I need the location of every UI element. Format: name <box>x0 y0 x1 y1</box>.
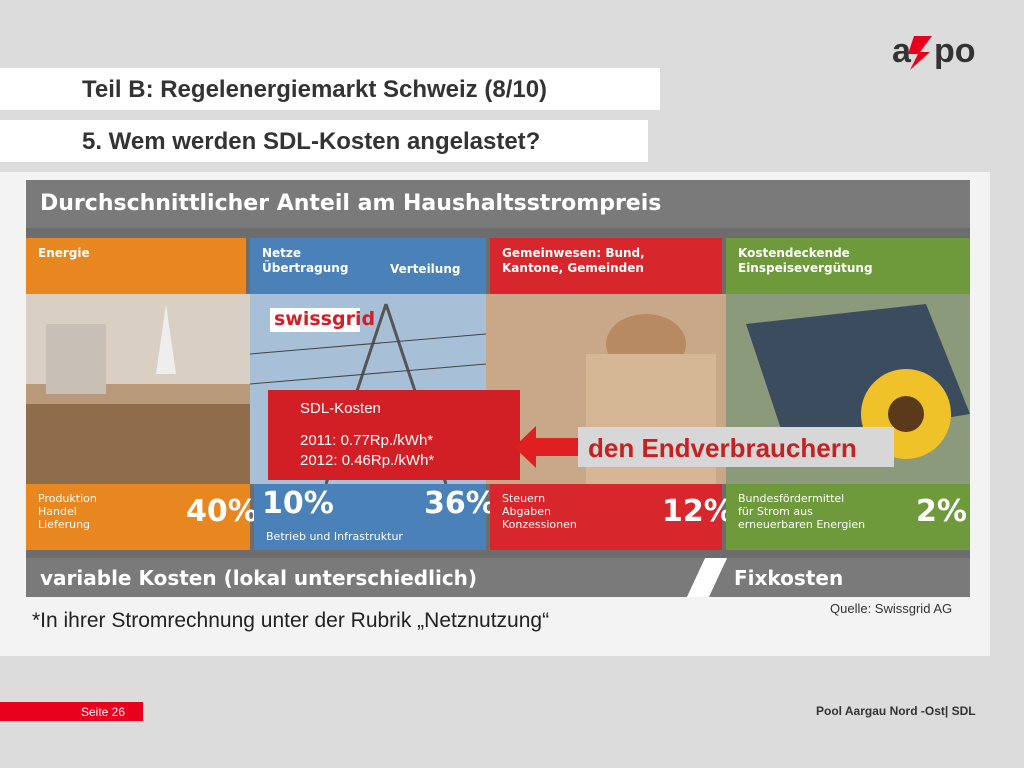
sdl-2011: 2011: 0.77Rp./kWh* <box>300 432 434 449</box>
variable-costs-label: variable Kosten (lokal unterschiedlich) <box>40 566 478 590</box>
cost-type-bar: variable Kosten (lokal unterschiedlich) … <box>26 558 970 597</box>
page-number: Seite 26 <box>81 705 126 719</box>
infographic-title: Durchschnittlicher Anteil am Haushaltsst… <box>40 191 662 216</box>
page-number-bar: Seite 26 <box>0 702 143 721</box>
svg-text:a: a <box>892 32 912 70</box>
infographic: Durchschnittlicher Anteil am Haushaltsst… <box>26 180 970 597</box>
percent-energie: 40% <box>186 494 258 529</box>
percent-netze-uebertragung: 10% <box>262 486 334 521</box>
svg-text:po: po <box>934 32 976 70</box>
swissgrid-logo: swissgrid <box>274 308 376 330</box>
percent-netze-verteilung: 36% <box>424 486 496 521</box>
segment-kev: Bundesfördermittel für Strom aus erneuer… <box>726 484 970 550</box>
arrow-left-icon <box>514 426 578 468</box>
column-head-netze: Netze Übertragung Verteilung <box>250 238 486 294</box>
sdl-2012: 2012: 0.46Rp./kWh* <box>300 452 435 469</box>
subtitle-bar: 5. Wem werden SDL-Kosten angelastet? <box>0 120 648 162</box>
infographic-title-bar: Durchschnittlicher Anteil am Haushaltsst… <box>26 180 970 228</box>
source-note: Quelle: Swissgrid AG <box>830 601 953 616</box>
sdl-costs-box: SDL-Kosten 2011: 0.77Rp./kWh* 2012: 0.46… <box>268 390 520 480</box>
title-bar: Teil B: Regelenergiemarkt Schweiz (8/10) <box>0 68 660 110</box>
axpo-logo: a po <box>892 32 976 70</box>
end-consumer-callout: den Endverbrauchern <box>578 427 894 467</box>
sdl-title: SDL-Kosten <box>300 400 381 417</box>
callout-text: den Endverbrauchern <box>588 433 857 463</box>
segment-energie: Produktion Handel Lieferung 40% <box>26 484 258 550</box>
segment-netze: 10% 36% Betrieb und Infrastruktur <box>254 484 496 550</box>
fixed-costs-label: Fixkosten <box>734 566 844 590</box>
slide-subtitle: 5. Wem werden SDL-Kosten angelastet? <box>82 128 541 155</box>
percent-gemeinwesen: 12% <box>662 494 734 529</box>
percent-kev: 2% <box>916 494 967 529</box>
segment-gemeinwesen: Steuern Abgaben Konzessionen 12% <box>490 484 734 550</box>
column-head-gemeinwesen: Gemeinwesen: Bund, Kantone, Gemeinden <box>490 238 722 294</box>
slide-title: Teil B: Regelenergiemarkt Schweiz (8/10) <box>82 76 548 103</box>
footnote: *In ihrer Stromrechnung unter der Rubrik… <box>32 609 550 632</box>
column-head-energie: Energie <box>26 238 246 294</box>
column-head-kev: Kostendeckende Einspeisevergütung <box>726 238 970 294</box>
footer-label: Pool Aargau Nord -Ost| SDL <box>816 704 976 718</box>
